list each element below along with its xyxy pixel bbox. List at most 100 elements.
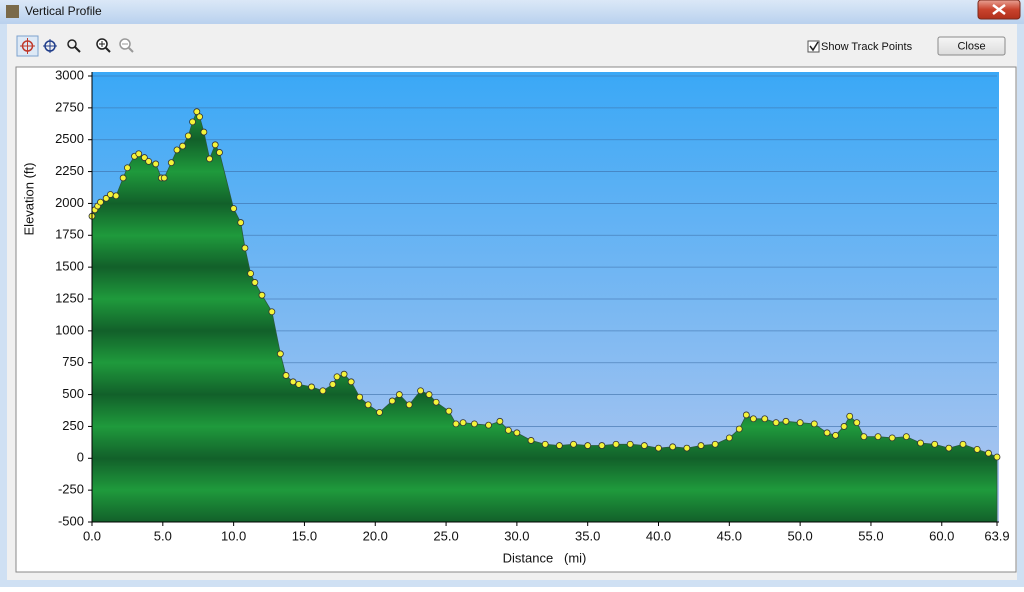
track-point: [376, 409, 383, 416]
track-point: [124, 164, 131, 172]
select-tool[interactable]: [16, 35, 39, 57]
track-point: [179, 142, 187, 150]
track-point: [189, 118, 196, 126]
track-point: [945, 444, 953, 452]
y-tick-label: 2750: [55, 99, 84, 114]
track-point: [541, 440, 549, 448]
track-point: [193, 108, 201, 116]
track-point: [395, 391, 403, 398]
track-point: [655, 444, 662, 452]
track-point: [874, 433, 882, 441]
crosshair-tool[interactable]: [43, 39, 57, 53]
track-point: [268, 308, 276, 316]
app-icon: [6, 5, 19, 18]
zoom-in-tool[interactable]: [96, 38, 111, 53]
track-point: [445, 407, 453, 415]
close-button[interactable]: Close: [937, 36, 1006, 56]
track-point: [258, 291, 266, 299]
track-point: [241, 244, 249, 252]
y-tick-label: 2500: [55, 131, 84, 146]
x-tick-label: 50.0: [787, 528, 812, 543]
track-point: [405, 401, 413, 409]
track-point: [452, 420, 460, 428]
track-point: [112, 192, 120, 200]
track-point: [725, 434, 733, 442]
x-tick-label: 10.0: [221, 528, 246, 543]
track-point: [347, 378, 355, 386]
track-point: [860, 433, 868, 441]
track-point: [459, 419, 467, 427]
track-point: [216, 149, 223, 156]
track-point: [697, 442, 705, 449]
track-point: [527, 437, 535, 444]
zoom-box-tool[interactable]: [67, 39, 81, 53]
track-point: [160, 174, 168, 182]
y-tick-label: 750: [62, 354, 84, 369]
track-point: [107, 191, 114, 198]
y-tick-label: -500: [58, 513, 84, 528]
x-tick-label: 25.0: [433, 528, 458, 543]
track-point: [167, 159, 175, 167]
track-point: [319, 387, 327, 395]
chart: -500 -250 0 250 500 750 1000 1250 1500 1750 2000 22…: [21, 67, 1009, 565]
track-point: [145, 157, 153, 165]
x-tick-label: 20.0: [363, 528, 388, 543]
window-close[interactable]: [977, 0, 1021, 20]
track-point: [598, 442, 606, 449]
zoom-out-tool[interactable]: [119, 38, 134, 53]
track-point: [496, 417, 504, 425]
track-point: [640, 442, 648, 449]
track-point: [796, 419, 804, 427]
track-point: [612, 440, 620, 448]
x-tick-label: 35.0: [575, 528, 600, 543]
track-point: [959, 440, 967, 448]
window-title: Vertical Profile: [25, 4, 102, 18]
track-point: [141, 154, 148, 161]
track-point: [333, 373, 341, 381]
track-point: [626, 440, 634, 448]
track-point: [669, 443, 677, 451]
track-point: [735, 425, 743, 433]
track-point: [853, 419, 861, 427]
track-point: [470, 420, 478, 428]
y-axis-label: Elevation (ft): [21, 163, 36, 236]
track-point: [211, 141, 219, 149]
track-point: [173, 146, 181, 154]
x-tick-label: 5.0: [154, 528, 172, 543]
track-point: [840, 423, 848, 430]
checkbox-label: Show Track Points: [821, 41, 913, 53]
toolbar: [16, 35, 134, 57]
track-point: [985, 449, 992, 457]
track-point: [295, 380, 303, 388]
title-bar: [0, 0, 1024, 24]
x-tick-label: 40.0: [646, 528, 671, 543]
track-point: [119, 174, 127, 182]
track-point: [711, 440, 719, 448]
y-tick-label: 1250: [55, 290, 84, 305]
show-track-points-checkbox[interactable]: [807, 40, 820, 53]
track-point: [432, 398, 440, 406]
track-point: [308, 383, 315, 391]
track-point: [504, 426, 512, 434]
track-point: [513, 429, 521, 437]
track-point: [823, 429, 831, 437]
track-point: [356, 393, 364, 401]
track-point: [902, 433, 910, 441]
y-tick-label: 1750: [55, 227, 84, 242]
track-point: [251, 279, 259, 286]
track-point: [772, 419, 780, 427]
track-point: [417, 387, 424, 395]
y-tick-label: 2000: [55, 195, 84, 210]
y-tick-label: 2250: [55, 163, 84, 178]
track-point: [247, 270, 255, 277]
track-point: [97, 198, 104, 206]
y-tick-label: 3000: [55, 67, 84, 82]
track-point: [584, 442, 592, 449]
track-point: [750, 415, 757, 423]
close-button-label: Close: [957, 40, 985, 52]
track-point: [810, 420, 818, 428]
track-point: [230, 205, 238, 212]
x-tick-label: 45.0: [717, 528, 742, 543]
track-point: [340, 370, 348, 378]
